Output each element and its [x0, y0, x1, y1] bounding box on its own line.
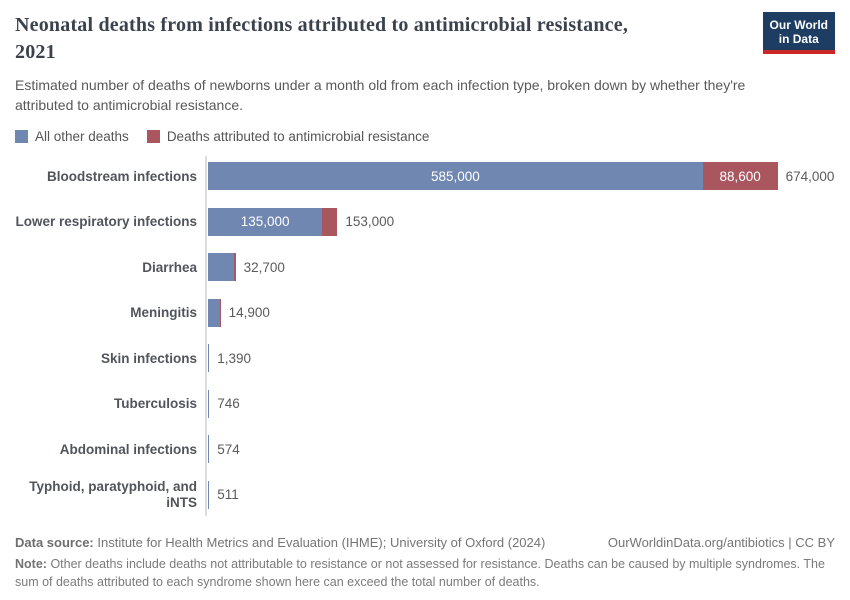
category-label: Typhoid, paratyphoid, and iNTS [29, 479, 197, 510]
data-source: Data source: Institute for Health Metric… [15, 535, 545, 550]
bar-row: Skin infections 1,390 [15, 336, 835, 382]
total-label: 574 [217, 441, 240, 457]
total-label: 511 [217, 487, 239, 503]
chart-title: Neonatal deaths from infections attribut… [15, 12, 765, 66]
category-label: Skin infections [100, 350, 197, 366]
chart-rows: Bloodstream infections 585,000 88,600 674,0… [15, 154, 835, 518]
bar-track: 1,390 [208, 344, 251, 373]
title-line-1: Neonatal deaths from infections attribut… [15, 14, 629, 36]
chart-header: Neonatal deaths from infections attribut… [15, 12, 835, 116]
bar-segment-other[interactable]: 585,000 [208, 162, 703, 191]
owid-logo[interactable]: Our World in Data [762, 12, 835, 55]
bar-segment-other[interactable] [208, 298, 220, 327]
category-label: Lower respiratory infections [15, 214, 197, 230]
category-label: Diarrhea [142, 259, 197, 275]
total-label: 1,390 [217, 350, 251, 366]
bar-segment-other[interactable] [208, 344, 210, 373]
bar-track: 135,000 153,000 [208, 207, 395, 236]
bar-segment-other[interactable] [208, 389, 210, 418]
bar-track: 746 [208, 389, 240, 418]
chart-footer: Data source: Institute for Health Metric… [15, 535, 835, 593]
bar-row: Bloodstream infections 585,000 88,600 674,0… [15, 154, 835, 200]
bar-track: 14,900 [208, 298, 270, 327]
bar-segment-other[interactable] [208, 480, 210, 509]
bar-value-label: 88,600 [719, 168, 761, 184]
bar-row: Meningitis 14,900 [15, 290, 835, 336]
chart-subtitle: Estimated number of deaths of newborns u… [15, 77, 746, 114]
bar-value-label: 135,000 [240, 214, 290, 230]
bar-segment-amr[interactable] [322, 207, 338, 236]
category-label: Tuberculosis [113, 396, 197, 412]
legend-swatch [146, 129, 160, 143]
bar-row: Tuberculosis 746 [15, 381, 835, 427]
bar-row: Diarrhea 32,700 [15, 245, 835, 291]
axis-line [205, 155, 207, 516]
total-label: 153,000 [345, 214, 395, 230]
bar-segment-amr[interactable] [234, 253, 236, 282]
source-text: Institute for Health Metrics and Evaluat… [97, 534, 546, 550]
bar-segment-other[interactable]: 135,000 [208, 207, 323, 236]
total-label: 674,000 [785, 168, 835, 184]
category-label: Meningitis [130, 305, 197, 321]
logo-line-1: Our World [769, 18, 828, 32]
legend-label: All other deaths [35, 128, 129, 144]
bar-chart: Bloodstream infections 585,000 88,600 674,0… [15, 154, 835, 518]
bar-row: Abdominal infections 574 [15, 427, 835, 473]
bar-row: Lower respiratory infections 135,000 153,0… [15, 199, 835, 245]
source-label: Data source: [15, 534, 94, 550]
bar-track: 574 [208, 435, 240, 464]
legend-swatch [15, 129, 28, 143]
bar-row: Typhoid, paratyphoid, and iNTS 511 [15, 472, 835, 518]
category-label: Abdominal infections [59, 441, 197, 457]
bar-segment-amr[interactable]: 88,600 [702, 162, 778, 191]
total-label: 14,900 [228, 305, 270, 321]
bar-track: 511 [208, 480, 239, 509]
bar-segment-other[interactable] [208, 253, 235, 282]
logo-line-2: in Data [778, 32, 819, 47]
total-label: 32,700 [243, 259, 285, 275]
bar-segment-amr[interactable] [219, 298, 221, 327]
legend-item-amr[interactable]: Deaths attributed to antimicrobial resis… [146, 128, 430, 144]
bar-track: 585,000 88,600 674,000 [208, 162, 835, 191]
note-text: Other deaths include deaths not attribut… [15, 556, 825, 590]
title-line-2: 2021 [15, 41, 56, 63]
total-label: 746 [217, 396, 240, 412]
note-label: Note: [15, 556, 47, 571]
legend-item-other[interactable]: All other deaths [15, 129, 129, 144]
bar-segment-other[interactable] [208, 435, 210, 464]
category-label: Bloodstream infections [46, 168, 197, 184]
footnote: Note: Other deaths include deaths not at… [15, 555, 835, 593]
legend-label: Deaths attributed to antimicrobial resis… [166, 128, 430, 144]
owid-link[interactable]: OurWorldinData.org/antibiotics | CC BY [607, 534, 835, 550]
legend: All other deaths Deaths attributed to ant… [15, 129, 835, 144]
bar-track: 32,700 [208, 253, 285, 282]
bar-value-label: 585,000 [430, 168, 480, 184]
